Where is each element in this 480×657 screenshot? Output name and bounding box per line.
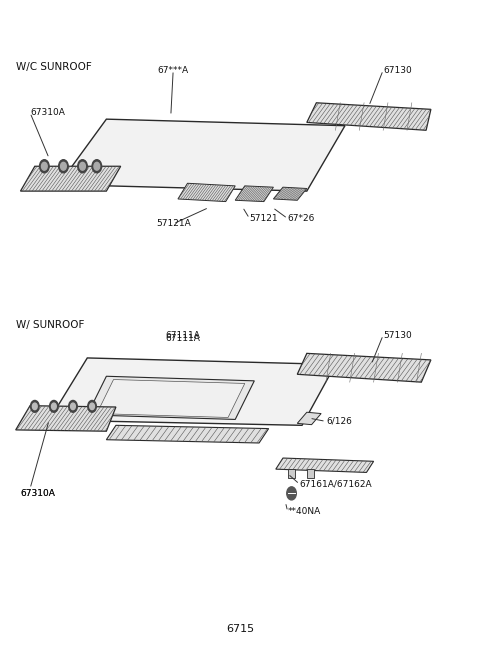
Circle shape [51, 403, 56, 409]
Text: 67111A: 67111A [165, 330, 200, 340]
Polygon shape [49, 358, 336, 425]
Text: 67310A: 67310A [21, 489, 55, 498]
Circle shape [287, 487, 296, 500]
Text: 67111A: 67111A [165, 334, 200, 343]
Polygon shape [107, 425, 269, 443]
Polygon shape [178, 183, 235, 202]
Circle shape [31, 401, 39, 412]
Text: 6715: 6715 [226, 624, 254, 635]
Text: 57121A: 57121A [156, 219, 191, 229]
Text: 67310A: 67310A [21, 489, 55, 498]
Text: 57121: 57121 [250, 214, 278, 223]
Text: W/C SUNROOF: W/C SUNROOF [16, 62, 92, 72]
Circle shape [94, 162, 100, 170]
Circle shape [41, 162, 47, 170]
Text: 67310A: 67310A [30, 108, 65, 117]
Circle shape [49, 401, 58, 412]
Circle shape [69, 401, 77, 412]
Text: 67*26: 67*26 [288, 214, 315, 223]
Polygon shape [307, 102, 431, 130]
Circle shape [60, 162, 66, 170]
Text: 57130: 57130 [383, 330, 412, 340]
Circle shape [90, 403, 95, 409]
Polygon shape [307, 469, 314, 478]
Circle shape [33, 403, 37, 409]
Circle shape [92, 160, 102, 173]
Polygon shape [87, 376, 254, 419]
Text: **40NA: **40NA [288, 507, 321, 516]
Text: 6/126: 6/126 [326, 417, 352, 426]
Polygon shape [235, 186, 274, 202]
Polygon shape [59, 119, 345, 191]
Circle shape [78, 160, 87, 173]
Text: 67130: 67130 [383, 66, 412, 75]
Polygon shape [297, 412, 321, 424]
Polygon shape [297, 353, 431, 382]
Polygon shape [276, 458, 373, 472]
Circle shape [59, 160, 68, 173]
Circle shape [88, 401, 96, 412]
Polygon shape [274, 187, 307, 200]
Text: W/ SUNROOF: W/ SUNROOF [16, 320, 84, 330]
Polygon shape [21, 166, 120, 191]
Text: 67***A: 67***A [157, 66, 189, 75]
Text: 67161A/67162A: 67161A/67162A [300, 480, 372, 489]
Circle shape [39, 160, 49, 173]
Polygon shape [288, 469, 295, 478]
Circle shape [80, 162, 85, 170]
Polygon shape [97, 380, 245, 417]
Circle shape [71, 403, 75, 409]
Polygon shape [16, 406, 116, 431]
